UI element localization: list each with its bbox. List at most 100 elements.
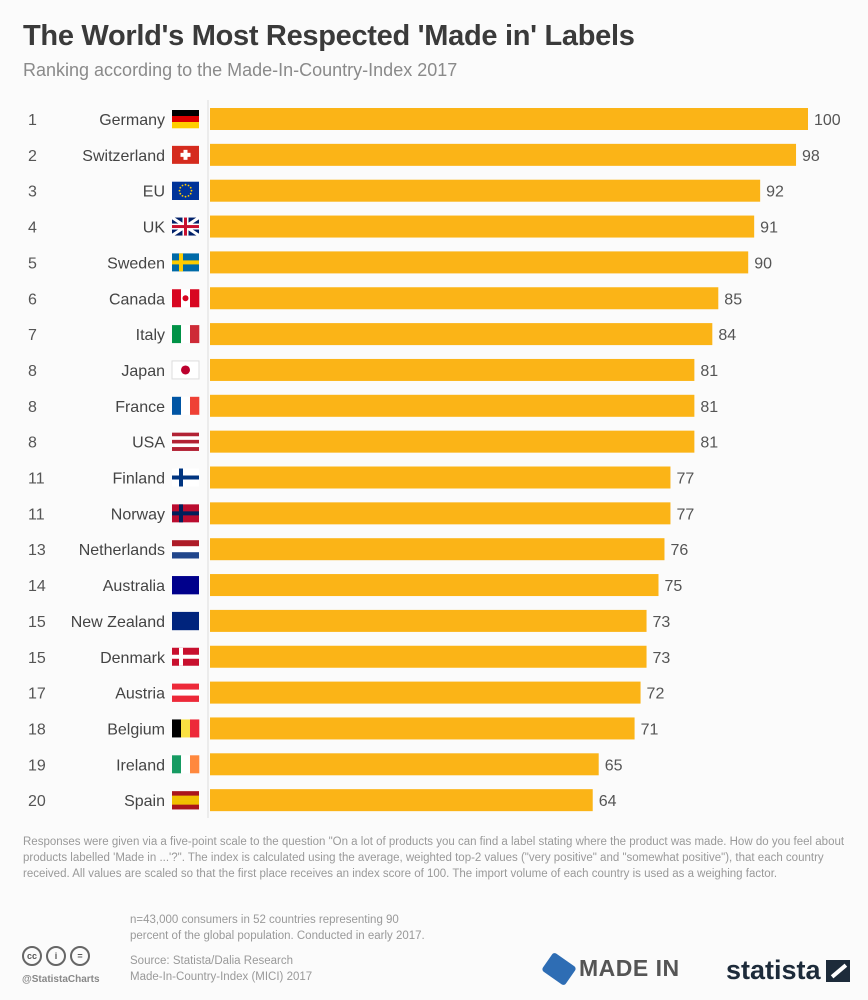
methodology-note: Responses were given via a five-point sc…	[23, 836, 845, 880]
flag-icon	[172, 611, 199, 631]
flag-icon	[172, 325, 200, 344]
country-label: Norway	[111, 506, 165, 523]
bar	[210, 753, 599, 776]
value-label: 91	[760, 220, 778, 237]
bar-row: 11 Norway 77	[28, 502, 694, 525]
source-line: Made-In-Country-Index (MICI) 2017	[130, 971, 313, 983]
rank-label: 11	[28, 471, 45, 488]
rank-label: 19	[28, 757, 46, 774]
source-line: Source: Statista/Dalia Research	[130, 955, 293, 967]
bar-row: 13 Netherlands 76	[28, 538, 688, 561]
bar-row: 3 EU 92	[28, 179, 784, 202]
value-label: 73	[653, 650, 671, 667]
rank-label: 20	[28, 793, 46, 810]
rank-label: 15	[28, 650, 46, 667]
bar-row: 8 USA 81	[28, 430, 718, 453]
bar-row: 8 France 81	[28, 394, 718, 417]
country-label: Switzerland	[82, 148, 165, 165]
flag-icon	[172, 468, 199, 487]
flag-icon	[172, 576, 199, 595]
creative-commons-icons: cc i =	[22, 946, 90, 966]
country-label: EU	[143, 184, 165, 201]
bar	[210, 466, 671, 489]
bar	[210, 645, 647, 668]
country-label: Italy	[136, 327, 165, 344]
value-label: 71	[641, 721, 659, 738]
rank-label: 8	[28, 399, 37, 416]
country-label: Spain	[124, 793, 165, 810]
bar	[210, 143, 797, 166]
bar-row: 11 Finland 77	[28, 466, 694, 489]
bar-row: 2 Switzerland 98	[28, 143, 820, 166]
flag-icon	[172, 755, 200, 774]
value-label: 77	[676, 471, 694, 488]
chart-subtitle: Ranking according to the Made-In-Country…	[23, 60, 458, 80]
country-label: New Zealand	[71, 614, 165, 631]
rank-label: 6	[28, 291, 37, 308]
bar	[210, 502, 671, 525]
flag-icon	[172, 253, 199, 272]
country-label: UK	[143, 220, 166, 237]
bar-row: 19 Ireland 65	[28, 753, 623, 776]
bar-row: 6 Canada 85	[28, 287, 742, 310]
flag-icon	[172, 647, 199, 666]
country-label: Australia	[103, 578, 165, 595]
value-label: 77	[676, 506, 694, 523]
flag-icon	[172, 719, 200, 738]
bar-chart: 1 Germany 100 2 Switzerland 98 3 EU 92 4 UK 91 5 Swed…	[28, 100, 841, 818]
rank-label: 8	[28, 435, 37, 452]
rank-label: 15	[28, 614, 46, 631]
no-derivatives-icon: =	[70, 946, 90, 966]
country-label: USA	[132, 435, 165, 452]
value-label: 73	[653, 614, 671, 631]
value-label: 81	[700, 363, 718, 380]
rank-label: 5	[28, 255, 37, 272]
flag-icon	[172, 396, 200, 415]
bar	[210, 681, 641, 704]
flag-icon	[172, 540, 199, 559]
bar-row: 17 Austria 72	[28, 681, 664, 704]
flag-icon	[172, 683, 199, 702]
bar-row: 14 Australia 75	[28, 574, 683, 597]
country-label: Austria	[115, 686, 165, 703]
rank-label: 17	[28, 686, 46, 703]
value-label: 90	[754, 255, 772, 272]
statista-logo-text: statista	[726, 955, 821, 985]
country-label: France	[115, 399, 165, 416]
country-label: Japan	[121, 363, 165, 380]
cc-icon: cc	[22, 946, 42, 966]
source-info: Source: Statista/Dalia Research Made-In-…	[130, 953, 312, 985]
bar	[210, 251, 749, 274]
rank-label: 13	[28, 542, 46, 559]
value-label: 84	[718, 327, 736, 344]
value-label: 81	[700, 399, 718, 416]
bar	[210, 430, 695, 453]
value-label: 76	[670, 542, 688, 559]
rank-label: 4	[28, 220, 37, 237]
rank-label: 3	[28, 184, 37, 201]
country-label: Denmark	[100, 650, 166, 667]
bar	[210, 394, 695, 417]
bar-row: 8 Japan 81	[28, 358, 718, 381]
country-label: Belgium	[107, 721, 165, 738]
bar	[210, 717, 635, 740]
flag-icon	[172, 145, 199, 164]
country-label: Netherlands	[79, 542, 165, 559]
rank-label: 14	[28, 578, 46, 595]
bar	[210, 215, 755, 238]
statista-mark-icon	[825, 959, 850, 982]
bar	[210, 108, 808, 130]
statista-logo: statista	[726, 955, 850, 986]
bar-row: 1 Germany 100	[28, 108, 841, 130]
rank-label: 7	[28, 327, 37, 344]
value-label: 65	[605, 757, 623, 774]
sample-line: percent of the global population. Conduc…	[130, 930, 425, 942]
flag-icon	[172, 504, 199, 523]
twitter-handle: @StatistaCharts	[22, 974, 100, 985]
rank-label: 8	[28, 363, 37, 380]
bar-row: 5 Sweden 90	[28, 251, 772, 274]
value-label: 64	[599, 793, 617, 810]
flag-icon	[172, 289, 200, 308]
value-label: 75	[665, 578, 683, 595]
sample-line: n=43,000 consumers in 52 countries repre…	[130, 914, 399, 926]
